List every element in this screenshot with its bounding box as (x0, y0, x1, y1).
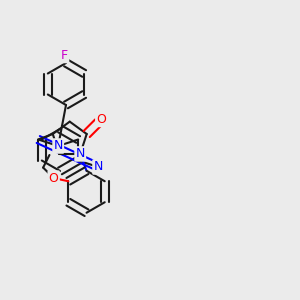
Text: N: N (94, 160, 103, 173)
Text: N: N (53, 140, 63, 152)
Text: O: O (49, 172, 58, 184)
Text: O: O (96, 113, 106, 126)
Text: N: N (76, 147, 85, 161)
Text: F: F (61, 49, 68, 62)
